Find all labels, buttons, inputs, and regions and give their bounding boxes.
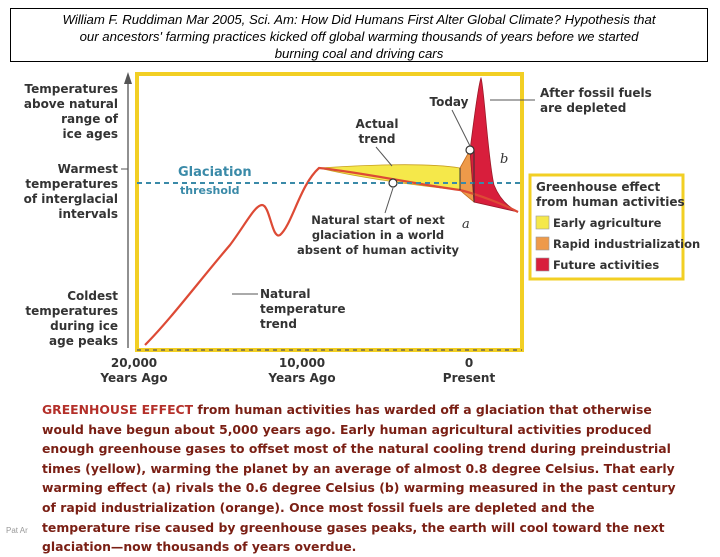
caption-lead: GREENHOUSE EFFECT	[42, 402, 194, 417]
label-above-natural: Temperatures above natural range of ice …	[24, 82, 119, 141]
after-fossil-label: After fossil fuels are depleted	[540, 86, 652, 115]
svg-text:Temperatures: Temperatures	[25, 82, 118, 96]
slide-title: William F. Ruddiman Mar 2005, Sci. Am: H…	[10, 8, 708, 62]
legend: Greenhouse effect from human activities …	[528, 173, 700, 281]
svg-text:temperature: temperature	[260, 302, 345, 316]
actual-trend-label: Actual trend	[356, 117, 399, 146]
x-tick-10000: 10,000 Years Ago	[267, 356, 335, 385]
point-a-label: a	[462, 217, 470, 232]
svg-text:Warmest: Warmest	[58, 162, 119, 176]
title-line-3: burning coal and driving cars	[274, 46, 444, 61]
svg-text:Years Ago: Years Ago	[267, 371, 335, 385]
svg-text:trend: trend	[359, 132, 396, 146]
svg-text:20,000: 20,000	[111, 356, 157, 370]
svg-text:temperatures: temperatures	[25, 304, 118, 318]
svg-text:Actual: Actual	[356, 117, 399, 131]
caption-text: from human activities has warded off a g…	[42, 402, 676, 555]
svg-text:during ice: during ice	[50, 319, 118, 333]
legend-box	[528, 173, 685, 281]
svg-text:are depleted: are depleted	[540, 101, 626, 115]
label-warmest: Warmest temperatures of interglacial int…	[24, 162, 119, 221]
today-marker	[465, 145, 475, 155]
legend-label-future: Future activities	[553, 258, 659, 272]
legend-title-1: Greenhouse effect	[536, 180, 660, 194]
actual-trend-leader	[375, 146, 393, 167]
legend-swatch-rapid	[535, 236, 550, 251]
natural-trend-curve	[144, 166, 519, 346]
svg-text:Natural: Natural	[260, 287, 311, 301]
title-line-1: William F. Ruddiman Mar 2005, Sci. Am: H…	[62, 12, 656, 27]
x-tick-20000: 20,000 Years Ago	[99, 356, 167, 385]
svg-text:glaciation in a world: glaciation in a world	[312, 228, 444, 242]
legend-swatch-future	[535, 257, 550, 272]
svg-text:age peaks: age peaks	[49, 334, 118, 348]
x-tick-present: 0 Present	[443, 356, 496, 385]
svg-text:0: 0	[465, 356, 473, 370]
natural-trend-label: Natural temperature trend	[260, 287, 345, 331]
svg-text:ice ages: ice ages	[62, 127, 118, 141]
svg-text:above natural: above natural	[24, 97, 118, 111]
figure-caption: GREENHOUSE EFFECT from human activities …	[42, 400, 682, 557]
legend-title-2: from human activities	[536, 195, 685, 209]
svg-text:Years Ago: Years Ago	[99, 371, 167, 385]
label-coldest: Coldest temperatures during ice age peak…	[25, 289, 118, 348]
svg-text:10,000: 10,000	[279, 356, 325, 370]
natural-start-label: Natural start of next glaciation in a wo…	[297, 213, 459, 257]
svg-text:Present: Present	[443, 371, 496, 385]
svg-text:absent of human activity: absent of human activity	[297, 243, 459, 257]
legend-swatch-early	[535, 215, 550, 230]
natural-start-leader	[384, 187, 394, 214]
today-leader	[451, 109, 471, 147]
svg-text:threshold: threshold	[180, 184, 240, 197]
svg-text:Natural start of next: Natural start of next	[311, 213, 445, 227]
footer-credit: Pat Ar	[6, 526, 28, 535]
svg-text:intervals: intervals	[58, 207, 118, 221]
svg-text:temperatures: temperatures	[25, 177, 118, 191]
today-label: Today	[430, 95, 469, 109]
svg-text:of interglacial: of interglacial	[24, 192, 118, 206]
legend-label-rapid: Rapid industrialization	[553, 237, 700, 251]
legend-label-early: Early agriculture	[553, 216, 662, 230]
future-activities-fill	[469, 76, 519, 213]
natural-start-marker	[388, 178, 398, 188]
climate-diagram: Temperatures above natural range of ice …	[24, 72, 700, 385]
svg-text:range of: range of	[61, 112, 119, 126]
svg-text:Coldest: Coldest	[67, 289, 118, 303]
title-line-2: our ancestors' farming practices kicked …	[79, 29, 639, 44]
svg-text:After fossil fuels: After fossil fuels	[540, 86, 652, 100]
glaciation-threshold-label: Glaciation threshold	[178, 165, 252, 197]
svg-text:trend: trend	[260, 317, 297, 331]
svg-text:Glaciation: Glaciation	[178, 165, 252, 180]
y-axis-arrow	[124, 72, 132, 84]
point-b-label: b	[500, 152, 508, 167]
